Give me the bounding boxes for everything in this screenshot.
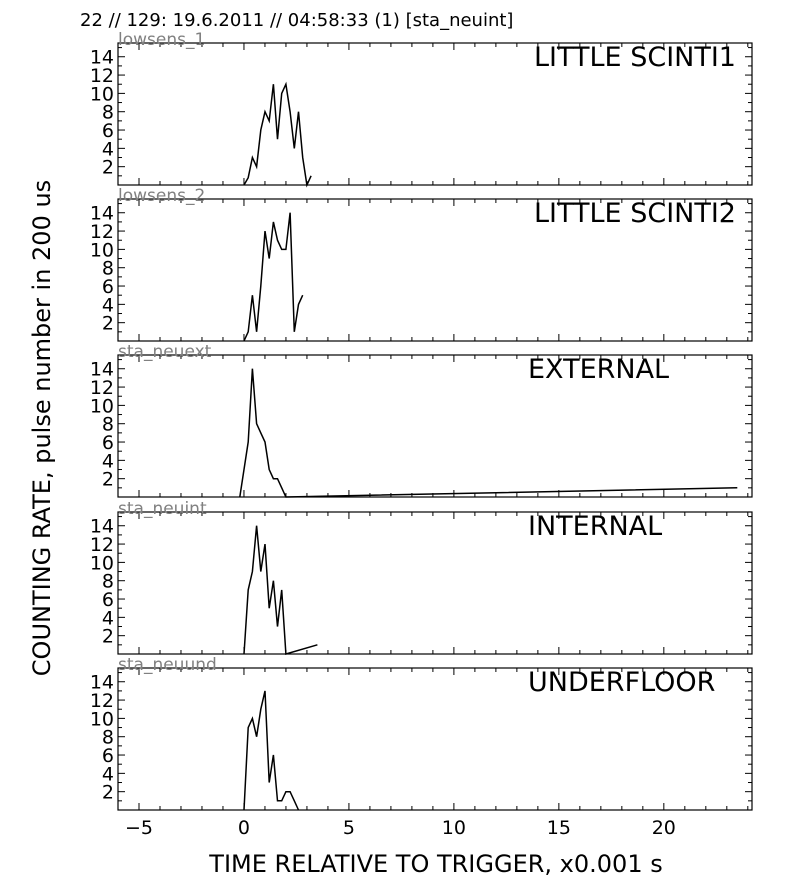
- y-tick-label: 6: [102, 120, 114, 142]
- y-tick-label: 4: [102, 607, 114, 629]
- series-line: [239, 368, 738, 498]
- station-label: sta_neuint: [118, 499, 207, 519]
- y-tick-label: 6: [102, 276, 114, 298]
- y-tick-label: 4: [102, 450, 114, 472]
- y-tick-label: 2: [102, 469, 114, 491]
- station-label: lowsens_1: [118, 30, 205, 50]
- y-tick-label: 8: [102, 258, 114, 280]
- y-tick-label: 12: [90, 534, 114, 556]
- y-tick-label: 12: [90, 377, 114, 399]
- y-tick-label: 8: [102, 414, 114, 436]
- y-tick-label: 14: [90, 516, 114, 538]
- panel-label: UNDERFLOOR: [528, 667, 715, 698]
- panel-label: LITTLE SCINTI2: [534, 198, 736, 229]
- panel-frame: [117, 354, 753, 498]
- x-tick-label: 10: [442, 817, 466, 839]
- y-tick-label: 6: [102, 432, 114, 454]
- station-label: sta_neuext: [118, 342, 212, 362]
- y-tick-label: 8: [102, 727, 114, 749]
- x-axis-label: TIME RELATIVE TO TRIGGER, x0.001 s: [208, 850, 662, 878]
- y-tick-label: 10: [90, 239, 114, 261]
- y-tick-label: 2: [102, 782, 114, 804]
- y-tick-label: 4: [102, 294, 114, 316]
- y-tick-label: 14: [90, 359, 114, 381]
- x-tick-label: 5: [343, 817, 355, 839]
- station-label: lowsens_2: [118, 186, 205, 206]
- panel-label: LITTLE SCINTI1: [534, 42, 736, 73]
- y-tick-label: 8: [102, 571, 114, 593]
- panel-frame: [117, 667, 753, 811]
- y-tick-label: 4: [102, 138, 114, 160]
- y-tick-label: 2: [102, 157, 114, 179]
- y-tick-label: 10: [90, 708, 114, 730]
- y-tick-label: 14: [90, 47, 114, 69]
- y-tick-label: 4: [102, 763, 114, 785]
- y-tick-label: 12: [90, 690, 114, 712]
- y-axis-label: COUNTING RATE, pulse number in 200 us: [28, 180, 56, 676]
- y-tick-label: 2: [102, 313, 114, 335]
- x-tick-label: 20: [652, 817, 676, 839]
- series-line: [243, 212, 304, 342]
- series-line: [243, 690, 300, 811]
- x-tick-label: −5: [125, 817, 153, 839]
- y-tick-label: 6: [102, 745, 114, 767]
- panel-frame: [117, 511, 753, 655]
- y-tick-label: 12: [90, 221, 114, 243]
- panel-frame: [117, 198, 753, 342]
- panel-frame: [117, 42, 753, 186]
- panel-label: EXTERNAL: [528, 354, 669, 385]
- y-tick-label: 6: [102, 589, 114, 611]
- station-label: sta_neuund: [118, 655, 217, 675]
- y-tick-label: 2: [102, 626, 114, 648]
- y-tick-label: 14: [90, 203, 114, 225]
- y-tick-label: 8: [102, 102, 114, 124]
- x-tick-label: 0: [238, 817, 250, 839]
- y-tick-label: 12: [90, 65, 114, 87]
- y-tick-label: 10: [90, 83, 114, 105]
- figure-header: 22 // 129: 19.6.2011 // 04:58:33 (1) [st…: [80, 10, 513, 31]
- series-line: [243, 81, 312, 188]
- x-tick-label: 15: [547, 817, 571, 839]
- series-line: [243, 525, 318, 655]
- y-tick-label: 10: [90, 552, 114, 574]
- y-tick-label: 14: [90, 672, 114, 694]
- panel-label: INTERNAL: [528, 511, 662, 542]
- y-tick-label: 10: [90, 395, 114, 417]
